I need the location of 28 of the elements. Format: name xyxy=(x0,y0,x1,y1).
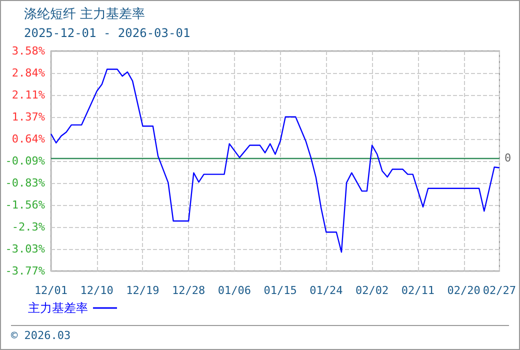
y-tick-label: -3.77% xyxy=(5,264,46,278)
x-tick-label: 02/02 xyxy=(355,284,389,297)
y-tick-label: 2.84% xyxy=(12,66,46,80)
text: © 2026.03 xyxy=(11,325,509,342)
x-tick-label: 12/28 xyxy=(172,284,206,297)
line-series xyxy=(50,68,500,253)
ref-line-label: 0 xyxy=(504,152,512,165)
chart-title: 涤纶短纤 主力基差率 xyxy=(24,6,146,22)
y-tick-label: 3.58% xyxy=(12,44,46,58)
y-tick-label: 2.11% xyxy=(12,88,46,102)
y-tick-label: 1.37% xyxy=(12,110,46,124)
x-tick-label: 02/27 xyxy=(482,284,516,297)
x-tick-label: 02/11 xyxy=(401,284,434,297)
y-tick-label: -0.09% xyxy=(5,154,46,168)
y-tick-label: -3.03% xyxy=(5,242,46,256)
legend-label: 主力基差率 xyxy=(28,301,88,315)
x-tick-label: 01/24 xyxy=(310,284,344,297)
y-tick-label: -2.3% xyxy=(12,220,46,234)
x-tick-label: 01/06 xyxy=(218,284,252,297)
y-tick-label: -0.83% xyxy=(5,176,46,190)
y-tick-label: -1.56% xyxy=(5,198,46,212)
x-tick-label: 12/10 xyxy=(80,284,114,297)
chart-subtitle: 2025-12-01 - 2026-03-01 xyxy=(24,26,190,40)
x-tick-label: 02/20 xyxy=(447,284,480,297)
y-tick-label: 0.64% xyxy=(12,132,46,146)
x-tick-label: 12/19 xyxy=(126,284,160,297)
x-tick-label: 12/01 xyxy=(34,284,68,297)
x-tick-label: 01/15 xyxy=(264,284,297,297)
